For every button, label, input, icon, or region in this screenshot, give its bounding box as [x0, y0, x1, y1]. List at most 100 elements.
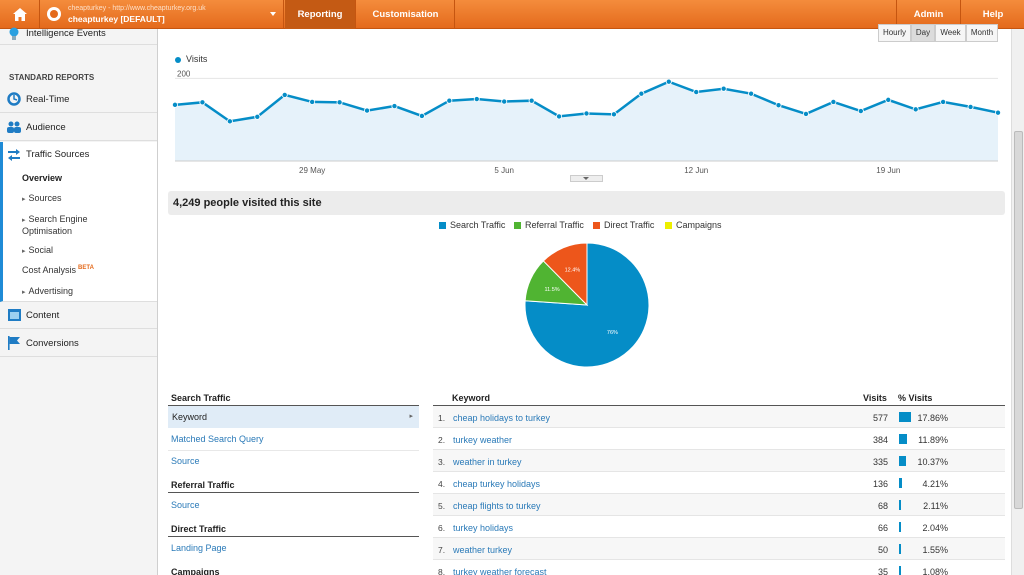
visits-point	[885, 96, 892, 103]
visits-point	[967, 103, 974, 110]
pct-value: 2.11%	[923, 501, 948, 511]
pct-value: 10.37%	[917, 457, 948, 467]
sidebar-item-conversions[interactable]: Conversions	[0, 330, 157, 357]
cost-analysis-label: Cost Analysis	[22, 265, 77, 275]
visits-value: 384	[872, 435, 888, 445]
standard-reports-heading: STANDARD REPORTS	[9, 73, 95, 82]
visits-point	[336, 99, 343, 106]
legend-label: Campaigns	[676, 220, 722, 230]
sidebar-item-advertising[interactable]: Advertising	[22, 286, 74, 296]
visits-point	[995, 109, 1002, 116]
visits-point	[638, 90, 645, 97]
keyword-link[interactable]: turkey weather forecast	[453, 567, 547, 575]
legend-swatch	[593, 221, 600, 229]
pct-value: 17.86%	[917, 413, 948, 423]
account-selector[interactable]: cheapturkey - http://www.cheapturkey.org…	[41, 0, 284, 29]
divider	[168, 405, 419, 406]
visits-point	[528, 97, 535, 104]
visits-point	[501, 98, 508, 105]
chevron-down-icon	[583, 177, 589, 180]
table-row: 7. weather turkey 50 1.55%	[433, 538, 1005, 560]
scrollbar-thumb[interactable]	[1014, 131, 1023, 509]
scrollbar[interactable]	[1011, 29, 1024, 575]
dim-landing-page[interactable]: Landing Page	[171, 543, 227, 553]
visits-point	[226, 118, 233, 125]
keyword-link[interactable]: weather in turkey	[453, 457, 522, 467]
globe-icon	[47, 7, 61, 21]
granularity-week-button[interactable]: Week	[935, 24, 966, 42]
keyword-link[interactable]: cheap turkey holidays	[453, 479, 541, 489]
table-row: 3. weather in turkey 335 10.37%	[433, 450, 1005, 472]
keyword-link[interactable]: cheap holidays to turkey	[453, 413, 551, 423]
pct-value: 2.04%	[922, 523, 948, 533]
pie-slice-label: 12.4%	[565, 267, 581, 273]
visits-point	[912, 106, 919, 113]
visits-legend-label: Visits	[186, 54, 208, 64]
keyword-link[interactable]: turkey weather	[453, 435, 513, 445]
sidebar-item-overview[interactable]: Overview	[22, 173, 63, 183]
col-header-pct-visits[interactable]: % Visits	[898, 393, 933, 403]
visits-point	[418, 112, 425, 119]
home-button[interactable]	[0, 0, 40, 29]
visits-value: 577	[872, 413, 888, 423]
traffic-arrows-icon	[6, 148, 22, 162]
row-number: 2.	[438, 435, 446, 445]
sidebar-item-intelligence-events[interactable]: Intelligence Events	[0, 23, 157, 45]
col-header-visits[interactable]: Visits	[863, 393, 887, 403]
sidebar-item-label: Content	[26, 309, 60, 321]
tab-help[interactable]: Help	[982, 9, 1004, 20]
pie-legend-search: Search Traffic	[439, 220, 505, 230]
sidebar-item-seo[interactable]: Search Engine Optimisation	[22, 214, 122, 237]
visits-value: 66	[877, 523, 888, 533]
visits-point	[802, 110, 809, 117]
tab-reporting[interactable]: Reporting	[285, 0, 356, 29]
dim-search-source[interactable]: Source	[171, 456, 200, 466]
dim-heading-campaigns: Campaigns	[171, 567, 220, 575]
divider	[168, 492, 419, 493]
pie-slice-label: 76%	[607, 330, 618, 336]
col-header-keyword[interactable]: Keyword	[452, 393, 491, 403]
dim-keyword-selected[interactable]: Keyword ▸	[168, 406, 419, 428]
granularity-day-button[interactable]: Day	[911, 24, 935, 42]
sidebar-item-audience[interactable]: Audience	[0, 114, 157, 141]
legend-label: Direct Traffic	[604, 220, 655, 230]
sidebar-item-cost-analysis[interactable]: Cost Analysis BETA	[22, 265, 94, 275]
row-number: 4.	[438, 479, 446, 489]
chevron-down-icon	[270, 12, 276, 16]
dim-matched-search-query[interactable]: Matched Search Query	[171, 434, 264, 444]
tab-customisation[interactable]: Customisation	[357, 0, 455, 29]
tab-admin[interactable]: Admin	[896, 0, 961, 29]
sidebar-item-real-time[interactable]: Real-Time	[0, 86, 157, 113]
visits-point	[364, 107, 371, 114]
dim-referral-source[interactable]: Source	[171, 500, 200, 510]
legend-label: Referral Traffic	[525, 220, 584, 230]
keyword-link[interactable]: weather turkey	[453, 545, 513, 555]
pct-value: 4.21%	[922, 479, 948, 489]
sidebar-item-label: Real-Time	[26, 93, 70, 105]
chart-resize-handle[interactable]	[570, 175, 603, 182]
sidebar-item-social[interactable]: Social	[22, 245, 54, 255]
sidebar-item-sources[interactable]: Sources	[22, 193, 62, 203]
sidebar-item-content[interactable]: Content	[0, 302, 157, 329]
visitors-summary: 4,249 people visited this site	[168, 191, 1005, 215]
visits-value: 68	[877, 501, 888, 511]
table-row: 2. turkey weather 384 11.89%	[433, 428, 1005, 450]
flag-icon	[6, 336, 22, 350]
visits-point	[171, 101, 178, 108]
pie-slice[interactable]	[542, 242, 588, 307]
clock-icon	[6, 92, 22, 106]
granularity-hourly-button[interactable]: Hourly	[878, 24, 911, 42]
sidebar-item-label: Traffic Sources	[26, 149, 90, 160]
visits-point	[391, 103, 398, 110]
granularity-month-button[interactable]: Month	[966, 24, 998, 42]
keyword-link[interactable]: cheap flights to turkey	[453, 501, 541, 511]
y-tick-label: 200	[177, 69, 191, 78]
pct-bar	[899, 500, 901, 510]
visits-legend-dot	[175, 56, 181, 63]
visits-area	[175, 81, 998, 161]
pct-value: 1.08%	[922, 567, 948, 575]
row-number: 1.	[438, 413, 446, 423]
keyword-link[interactable]: turkey holidays	[453, 523, 514, 533]
sidebar-item-traffic-sources[interactable]: Traffic Sources	[3, 142, 89, 167]
visits-point	[610, 111, 617, 118]
